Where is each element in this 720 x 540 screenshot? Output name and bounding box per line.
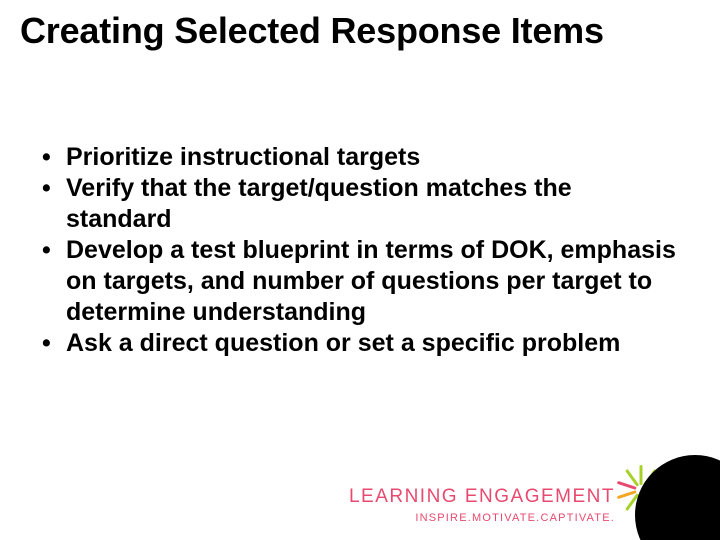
bullet-item: Verify that the target/question matches …	[38, 173, 680, 235]
logo-brand-text: LEARNING ENGAGEMENT	[349, 486, 615, 508]
bullet-item: Ask a direct question or set a specific …	[38, 328, 680, 359]
bullet-item: Prioritize instructional targets	[38, 142, 680, 173]
logo: LEARNING ENGAGEMENT INSPIRE.MOTIVATE.CAP…	[410, 460, 720, 540]
bullet-list: Prioritize instructional targets Verify …	[38, 142, 680, 359]
slide: { "title": "Creating Selected Response I…	[0, 0, 720, 540]
bullet-item: Develop a test blueprint in terms of DOK…	[38, 235, 680, 328]
slide-title: Creating Selected Response Items	[20, 10, 700, 51]
logo-tagline: INSPIRE.MOTIVATE.CAPTIVATE.	[415, 512, 615, 524]
